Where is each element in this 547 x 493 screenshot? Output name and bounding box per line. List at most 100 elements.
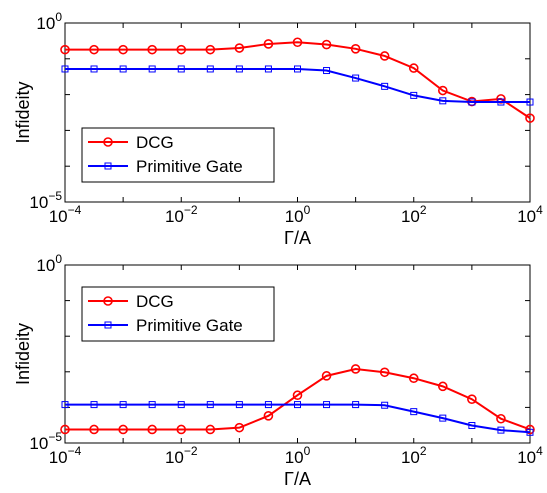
data-point [147, 44, 157, 55]
data-point [350, 364, 361, 374]
data-point [437, 381, 448, 392]
data-point [352, 401, 360, 409]
x-tick-label: 102 [401, 203, 427, 226]
data-point [381, 401, 389, 409]
y-tick-label: 10−5 [29, 430, 62, 453]
data-point [321, 371, 332, 381]
y-tick-label: 100 [36, 252, 62, 275]
data-point [90, 401, 98, 409]
data-point [119, 65, 127, 73]
data-point [235, 401, 243, 409]
data-point [148, 401, 156, 409]
x-tick-label: 10−2 [165, 203, 198, 226]
series-primitive-gate [61, 401, 534, 436]
y-axis-title: Infideity [13, 81, 33, 143]
data-point [234, 43, 245, 53]
data-point [526, 98, 534, 106]
x-axis-title: Γ/A [284, 469, 311, 489]
data-point [118, 424, 128, 435]
data-point [352, 74, 360, 82]
legend-marker [104, 321, 112, 329]
data-point [234, 422, 245, 433]
series-line [65, 403, 531, 434]
legend-marker [103, 296, 113, 306]
data-point [467, 394, 477, 404]
data-point [90, 65, 98, 73]
data-point [381, 82, 389, 90]
chart-panel-1: 10−4 10−2 100 102 104 100 10−5 Γ/A Infideity DCG P… [13, 10, 543, 248]
data-point [89, 424, 99, 435]
series-dcg [60, 364, 535, 435]
y-axis-title: Infideity [13, 323, 33, 385]
data-point [323, 401, 331, 409]
data-point [147, 424, 157, 435]
data-point [439, 97, 447, 105]
data-point [206, 401, 214, 409]
data-point [468, 98, 476, 106]
data-point [497, 98, 505, 106]
data-point [263, 411, 274, 421]
data-point [205, 44, 216, 55]
data-point [264, 401, 272, 409]
data-point [60, 44, 70, 55]
data-point [525, 113, 535, 123]
data-point [89, 44, 99, 55]
data-point [263, 39, 274, 49]
data-point [294, 65, 301, 73]
data-point [148, 65, 156, 73]
series-line [65, 67, 530, 104]
legend-marker [103, 137, 113, 147]
data-point [496, 413, 506, 424]
data-point [408, 373, 419, 384]
data-point [235, 65, 243, 73]
legend-box [81, 286, 275, 342]
data-point [292, 37, 303, 48]
x-axis-title: Γ/A [284, 228, 311, 248]
data-point [177, 65, 185, 73]
data-point [119, 401, 127, 409]
y-tick-label: 10−5 [29, 189, 62, 212]
chart-panel-2: 10−4 10−2 100 102 104 100 10−5 Γ/A Infideity DCG P… [13, 252, 543, 489]
data-point [437, 85, 448, 96]
data-point [177, 401, 185, 409]
x-tick-label: 104 [517, 444, 543, 467]
x-tick-label: 10−4 [49, 203, 82, 226]
data-point [379, 51, 390, 61]
data-point [468, 422, 476, 430]
series-line [65, 41, 531, 119]
legend-label: DCG [136, 133, 174, 152]
data-point [497, 426, 505, 434]
data-point [410, 408, 418, 416]
x-tick-label: 10−4 [49, 444, 82, 467]
data-point [264, 65, 272, 73]
legend-label: Primitive Gate [136, 157, 243, 176]
data-point [408, 63, 419, 73]
data-point [292, 390, 303, 401]
legend-label: Primitive Gate [136, 316, 243, 335]
data-point [439, 414, 447, 422]
series-primitive-gate [61, 65, 534, 106]
legend-label: DCG [136, 292, 174, 311]
data-point [323, 67, 331, 75]
series-dcg [60, 37, 535, 123]
x-tick-label: 100 [285, 203, 311, 226]
y-tick-label: 100 [36, 10, 62, 33]
data-point [294, 401, 301, 409]
data-point [321, 39, 332, 50]
legend: DCG Primitive Gate [81, 286, 275, 342]
data-point [350, 44, 361, 54]
data-point [176, 44, 187, 55]
legend: DCG Primitive Gate [81, 127, 275, 183]
x-tick-label: 10−2 [165, 444, 198, 467]
data-point [61, 401, 69, 409]
data-point [206, 65, 214, 73]
data-point [61, 65, 69, 73]
legend-marker [104, 162, 112, 170]
legend-box [81, 127, 275, 183]
data-point [410, 91, 418, 99]
x-tick-label: 102 [401, 444, 427, 467]
data-point [526, 428, 534, 436]
series-line [65, 367, 531, 431]
data-point [60, 424, 70, 435]
